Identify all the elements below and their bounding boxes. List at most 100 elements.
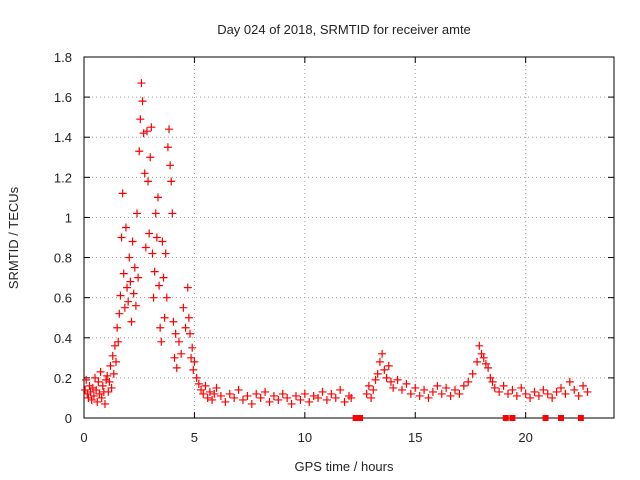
data-point <box>155 281 164 290</box>
data-point <box>373 369 382 378</box>
data-point <box>188 343 197 352</box>
data-point <box>451 385 459 394</box>
data-point <box>82 375 91 384</box>
data-point <box>433 381 442 390</box>
data-point <box>84 393 93 402</box>
data-point <box>424 393 433 402</box>
data-point <box>95 389 104 398</box>
data-point <box>174 337 183 346</box>
data-point <box>327 389 336 398</box>
data-point <box>157 337 166 346</box>
data-point <box>125 253 134 262</box>
data-point <box>192 373 201 382</box>
data-point <box>269 391 278 400</box>
data-point <box>179 303 188 312</box>
data-point <box>314 393 323 402</box>
data-point <box>495 387 504 396</box>
data-point <box>183 283 192 292</box>
data-point <box>169 317 178 326</box>
data-point <box>278 389 287 398</box>
data-point <box>186 329 194 338</box>
data-point <box>574 391 583 400</box>
x-tick-label: 0 <box>80 430 87 445</box>
data-point <box>201 381 210 390</box>
data-point <box>146 153 155 162</box>
data-point <box>152 233 161 242</box>
data-point <box>85 381 94 390</box>
data-point <box>114 337 123 346</box>
data-point <box>190 357 199 366</box>
data-point <box>124 297 133 306</box>
data-point <box>86 387 95 396</box>
data-point <box>475 341 484 350</box>
data-point <box>100 399 109 408</box>
data-point <box>105 377 114 386</box>
data-point <box>139 129 148 138</box>
baseline-marker <box>542 415 549 421</box>
data-point <box>96 367 105 376</box>
data-point <box>208 395 217 404</box>
data-point <box>119 269 128 278</box>
data-point <box>336 385 345 394</box>
data-point <box>118 189 127 198</box>
data-point <box>142 127 151 136</box>
data-point <box>371 375 380 384</box>
data-point <box>382 373 391 382</box>
data-point <box>115 309 124 318</box>
data-point <box>543 389 552 398</box>
data-point <box>131 301 140 310</box>
data-point <box>156 323 165 332</box>
chart-title: Day 024 of 2018, SRMTID for receiver amt… <box>217 22 471 37</box>
data-point <box>93 397 102 406</box>
data-point <box>128 237 137 246</box>
data-point <box>477 349 486 358</box>
y-tick-label: 0 <box>65 411 72 426</box>
data-point <box>148 249 157 258</box>
data-point <box>539 385 548 394</box>
data-point <box>384 361 393 370</box>
data-point <box>194 379 203 388</box>
data-point <box>499 381 508 390</box>
data-point <box>484 363 493 372</box>
data-point <box>130 263 139 272</box>
data-point <box>512 391 521 400</box>
data-point <box>406 389 415 398</box>
data-point <box>167 177 176 186</box>
x-tick-label: 10 <box>298 430 312 445</box>
data-point <box>91 373 100 382</box>
data-point <box>479 353 488 362</box>
data-point <box>135 147 144 156</box>
data-point <box>145 229 154 238</box>
data-point <box>234 385 243 394</box>
data-point <box>150 267 159 276</box>
y-tick-label: 0.4 <box>54 331 72 346</box>
data-point <box>160 313 169 322</box>
data-point <box>274 395 283 404</box>
data-point <box>189 365 198 374</box>
y-tick-label: 1.4 <box>54 130 72 145</box>
data-point <box>362 389 371 398</box>
data-point <box>168 209 177 218</box>
data-point <box>117 233 126 242</box>
data-point <box>367 393 376 402</box>
data-point <box>120 303 129 312</box>
data-point <box>107 383 116 392</box>
data-point <box>402 379 411 388</box>
y-tick-label: 1.6 <box>54 90 72 105</box>
data-point <box>121 223 130 232</box>
data-point <box>108 351 117 360</box>
data-point <box>172 363 181 372</box>
data-point <box>364 381 373 390</box>
data-point <box>151 209 160 218</box>
data-point <box>89 391 98 400</box>
data-point <box>508 385 517 394</box>
data-point <box>318 387 327 396</box>
data-point <box>92 385 101 394</box>
data-point <box>127 317 136 326</box>
data-point <box>292 391 300 400</box>
data-point <box>378 349 387 358</box>
y-tick-label: 1.2 <box>54 170 72 185</box>
data-point <box>386 377 395 386</box>
data-point <box>552 387 561 396</box>
x-tick-label: 15 <box>408 430 422 445</box>
